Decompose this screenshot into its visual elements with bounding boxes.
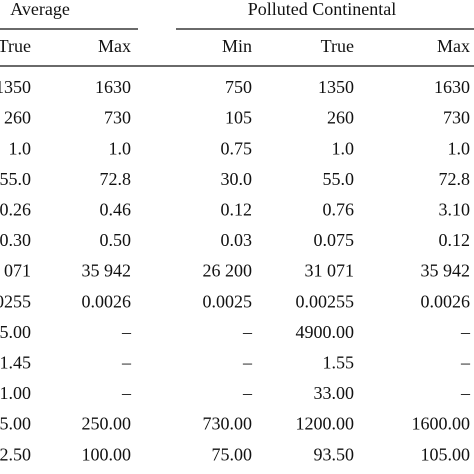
cell: 750 <box>225 77 252 97</box>
cell: – <box>460 383 471 403</box>
group-header: Polluted Continental <box>248 0 397 19</box>
cell: 93.50 <box>314 444 355 464</box>
cell: 250.00 <box>82 414 132 434</box>
cell: 4900.00 <box>296 322 355 342</box>
column-header: Max <box>437 36 470 56</box>
cell: 0255 <box>0 291 31 311</box>
cell: 5.00 <box>0 322 31 342</box>
cell: – <box>242 383 253 403</box>
cell: 0.50 <box>100 230 132 250</box>
cell: 071 <box>4 261 31 281</box>
cell: 72.8 <box>100 169 132 189</box>
cell: 55.0 <box>0 169 31 189</box>
cell: 730 <box>104 108 131 128</box>
cell: 0.12 <box>221 200 253 220</box>
cell: 0.0026 <box>82 291 132 311</box>
cell: 1630 <box>95 77 131 97</box>
cell: 1.0 <box>332 138 355 158</box>
cell: 35 942 <box>421 261 471 281</box>
cell: 35 942 <box>82 261 132 281</box>
group-header: Average <box>10 0 70 19</box>
cell: 75.00 <box>212 444 253 464</box>
cell: 1.0 <box>109 138 132 158</box>
column-header: Max <box>98 36 131 56</box>
cell: 33.00 <box>314 383 355 403</box>
cell: 1.0 <box>448 138 471 158</box>
column-header: True <box>321 36 354 56</box>
cell: 260 <box>4 108 31 128</box>
cell: 5.00 <box>0 414 31 434</box>
cell: 0.00255 <box>296 291 355 311</box>
cell: – <box>121 383 132 403</box>
cell: – <box>121 353 132 373</box>
column-header: Min <box>222 36 252 56</box>
cell: 31 071 <box>305 261 355 281</box>
cell: 1350 <box>318 77 354 97</box>
cell: 0.075 <box>314 230 355 250</box>
cell: 2.50 <box>0 444 31 464</box>
cell: 0.0026 <box>421 291 471 311</box>
cell: 55.0 <box>323 169 355 189</box>
cell: – <box>460 353 471 373</box>
cell: 260 <box>327 108 354 128</box>
cell: 0.46 <box>100 200 132 220</box>
column-header: True <box>0 36 31 56</box>
cell: 72.8 <box>439 169 471 189</box>
cell: 0.30 <box>0 230 31 250</box>
cell: 30.0 <box>221 169 253 189</box>
cell: 0.75 <box>221 138 253 158</box>
cell: 1.00 <box>0 383 31 403</box>
cell: 0.26 <box>0 200 31 220</box>
cell: – <box>460 322 471 342</box>
cell: 0.76 <box>323 200 355 220</box>
cell: – <box>242 353 253 373</box>
cell: 0.12 <box>439 230 471 250</box>
cell: – <box>242 322 253 342</box>
cell: 1200.00 <box>296 414 355 434</box>
cell: 730.00 <box>203 414 253 434</box>
cell: 1.55 <box>323 353 355 373</box>
cell: 730 <box>443 108 470 128</box>
cell: 1350 <box>0 77 31 97</box>
cell: – <box>121 322 132 342</box>
cell: 100.00 <box>82 444 132 464</box>
cell: 0.03 <box>221 230 253 250</box>
cell: 1.45 <box>0 353 31 373</box>
cell: 105.00 <box>421 444 471 464</box>
cell: 26 200 <box>203 261 253 281</box>
cell: 3.10 <box>439 200 471 220</box>
cell: 105 <box>225 108 252 128</box>
cell: 0.0025 <box>203 291 253 311</box>
cell: 1.0 <box>9 138 32 158</box>
cell: 1600.00 <box>412 414 471 434</box>
cell: 1630 <box>434 77 470 97</box>
